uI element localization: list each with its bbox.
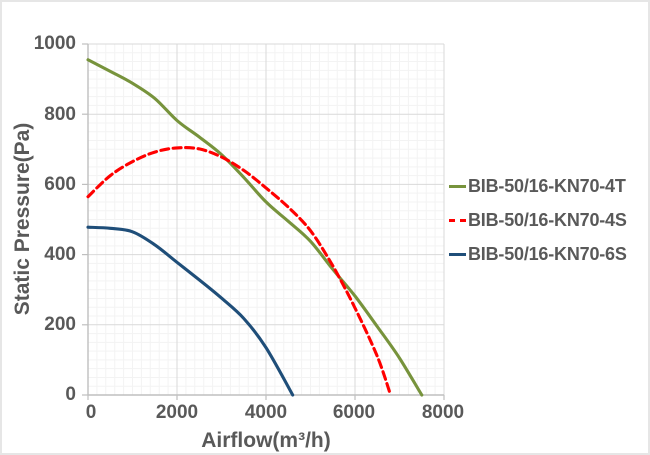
y-tick-label: 400 [44, 244, 76, 265]
x-tick-label: 6000 [332, 402, 376, 423]
legend-item-4s: BIB-50/16-KN70-4S [449, 209, 627, 231]
legend-swatch-dashed-red [449, 218, 466, 222]
x-tick-label: 2000 [155, 402, 199, 423]
y-tick-label: 600 [44, 174, 76, 195]
legend-label: BIB-50/16-KN70-4T [468, 175, 626, 196]
x-axis-title: Airflow(m³/h) [201, 429, 331, 452]
legend-swatch-solid-blue [449, 252, 466, 256]
curve-BIB-50/16-KN70-4S [86, 146, 393, 397]
legend-label: BIB-50/16-KN70-4S [468, 209, 627, 230]
y-tick-label: 1000 [33, 33, 76, 54]
x-tick-label: 4000 [244, 402, 288, 423]
legend-item-4t: BIB-50/16-KN70-4T [449, 175, 626, 197]
legend-item-6s: BIB-50/16-KN70-6S [449, 243, 627, 265]
x-tick-label: 8000 [421, 402, 465, 423]
x-tick-label: 0 [85, 402, 97, 423]
y-tick-label: 800 [44, 104, 76, 125]
curve-BIB-50/16-KN70-6S [86, 225, 295, 397]
curve-BIB-50/16-KN70-4T [86, 58, 424, 397]
y-tick-label: 0 [65, 384, 76, 405]
legend-swatch-solid-green [449, 184, 466, 188]
y-axis-title: Static Pressure(Pa) [11, 122, 34, 316]
legend-label: BIB-50/16-KN70-6S [468, 243, 627, 264]
y-tick-label: 200 [44, 314, 76, 335]
